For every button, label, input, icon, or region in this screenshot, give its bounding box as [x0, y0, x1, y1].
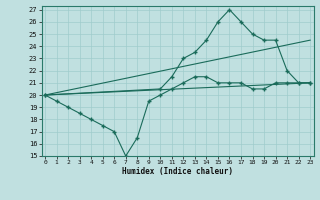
X-axis label: Humidex (Indice chaleur): Humidex (Indice chaleur)	[122, 167, 233, 176]
